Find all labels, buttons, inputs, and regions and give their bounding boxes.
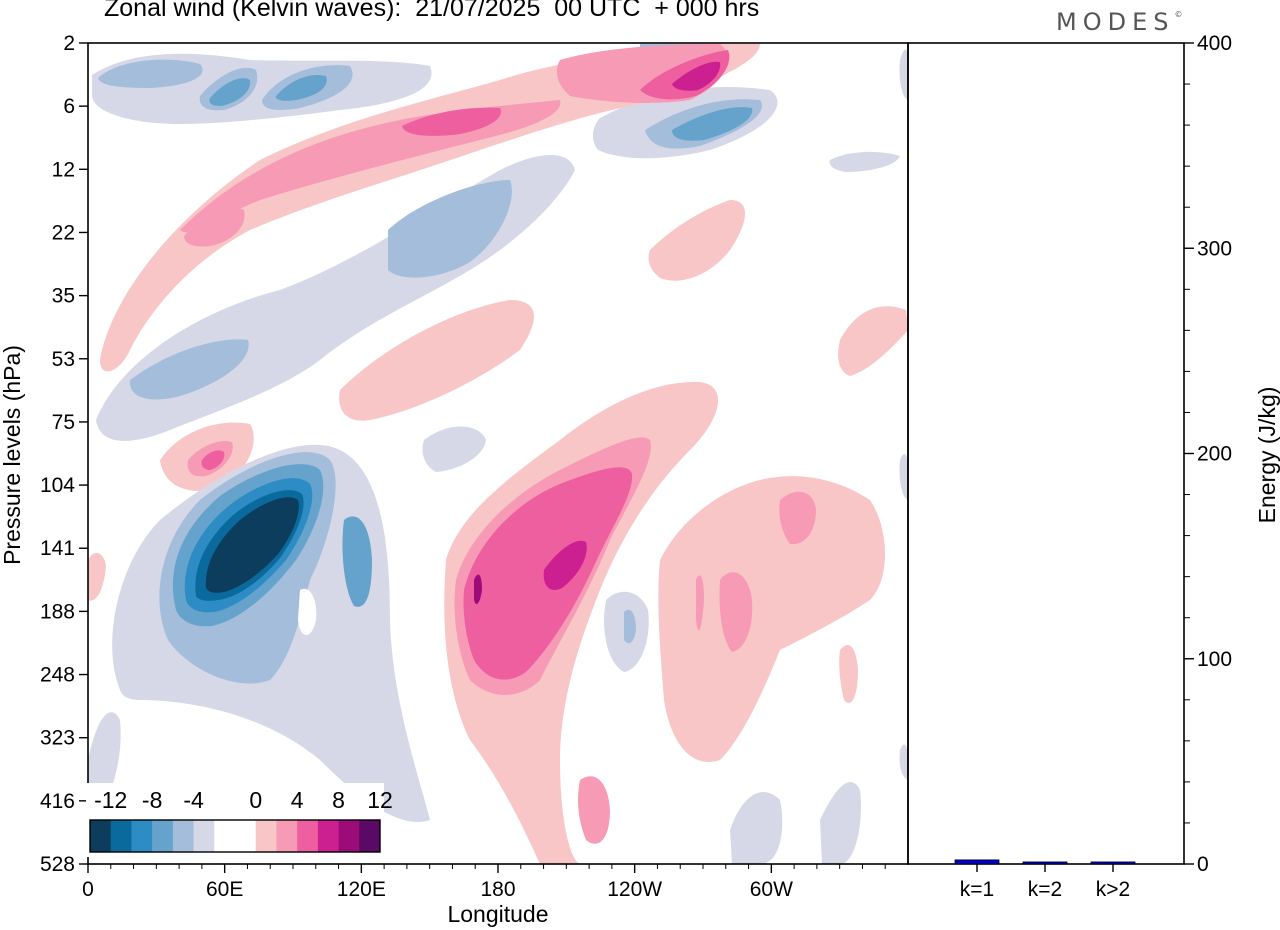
y-tick-label: 323 [40,727,75,750]
energy-tick-label: 400 [1197,32,1232,55]
energy-bar-k=2 [1022,861,1068,865]
upper-easterly-band [92,44,900,172]
y-axis-title: Pressure levels (hPa) [0,345,25,565]
x-axis-title: Longitude [447,901,548,927]
colorbar-label: -4 [183,787,204,813]
energy-axes: 0 100 200 300 400 k=1 k=2 k>2 [954,32,1232,901]
x-tick-label: 120E [337,878,386,901]
colorbar-label: 0 [249,787,262,813]
colorbar-swatch [152,820,174,852]
colorbar-frame [89,819,381,853]
colorbar-swatch [338,820,360,852]
colorbar-swatch [317,820,339,852]
colorbar-label: -12 [94,787,127,813]
energy-axis-title: Energy (J/kg) [1254,387,1280,524]
colorbar: -12 -8 -4 0 4 8 12 [86,783,393,857]
energy-tick-label: 0 [1197,853,1209,876]
colorbar-swatch [214,820,236,852]
energy-x-tick-label: k=1 [960,878,994,901]
x-tick-label: 0 [82,878,94,901]
lower-easterly-patches [88,49,908,864]
colorbar-swatch [110,820,132,852]
colorbar-label: 4 [291,787,304,813]
colorbar-swatch [235,820,257,852]
y-tick-label: 188 [40,600,75,623]
colorbar-swatch [90,820,112,852]
energy-bar-k=1 [954,859,1000,865]
colorbar-swatch [359,820,381,852]
colorbar-swatch [131,820,153,852]
y-tick-label: 12 [52,158,75,181]
y-tick-label: 6 [63,95,75,118]
modes-logo: MODES© [1056,8,1182,36]
y-tick-label: 104 [40,474,75,497]
energy-x-tick-label: k>2 [1096,878,1130,901]
colorbar-swatch [297,820,319,852]
energy-bar-k>2 [1090,861,1136,865]
x-tick-label: 120W [607,878,662,901]
colorbar-label: 12 [367,787,393,813]
colorbar-label: 8 [332,787,345,813]
energy-tick-label: 100 [1197,648,1232,671]
descending-westerly-band [100,44,760,372]
y-tick-label: 35 [52,285,75,308]
y-tick-label: 416 [40,790,75,813]
x-tick-label: 180 [480,878,515,901]
colorbar-label: -8 [142,787,162,813]
heatmap-field [88,44,908,864]
positive-anomaly-core [444,381,885,864]
y-tick-label: 141 [40,537,75,560]
energy-tick-label: 300 [1197,237,1232,260]
colorbar-swatch [255,820,277,852]
y-tick-label: 248 [40,664,75,687]
x-tick-label: 60W [750,878,793,901]
colorbar-swatch [276,820,298,852]
colorbar-swatch [193,820,215,852]
descending-easterly-band [96,155,575,441]
energy-x-tick-label: k=2 [1028,878,1062,901]
colorbar-swatch [172,820,194,852]
negative-anomaly-core [112,444,430,822]
energy-tick-label: 200 [1197,443,1232,466]
heatmap-axes: 0 60E 120E 180 120W 60W 2 6 12 22 35 53 75 104 141 188 2… [40,32,886,901]
brand-text: MODES [1056,8,1175,36]
y-tick-label: 2 [63,32,75,55]
y-tick-label: 75 [52,411,75,434]
energy-panel-frame [907,42,1185,865]
y-tick-label: 22 [52,221,75,244]
y-tick-label: 528 [40,853,75,876]
y-tick-label: 53 [52,348,75,371]
x-tick-label: 60E [206,878,243,901]
chart-title: Zonal wind (Kelvin waves): 21/07/2025 00… [104,0,760,22]
copyright-mark: © [1174,10,1183,19]
